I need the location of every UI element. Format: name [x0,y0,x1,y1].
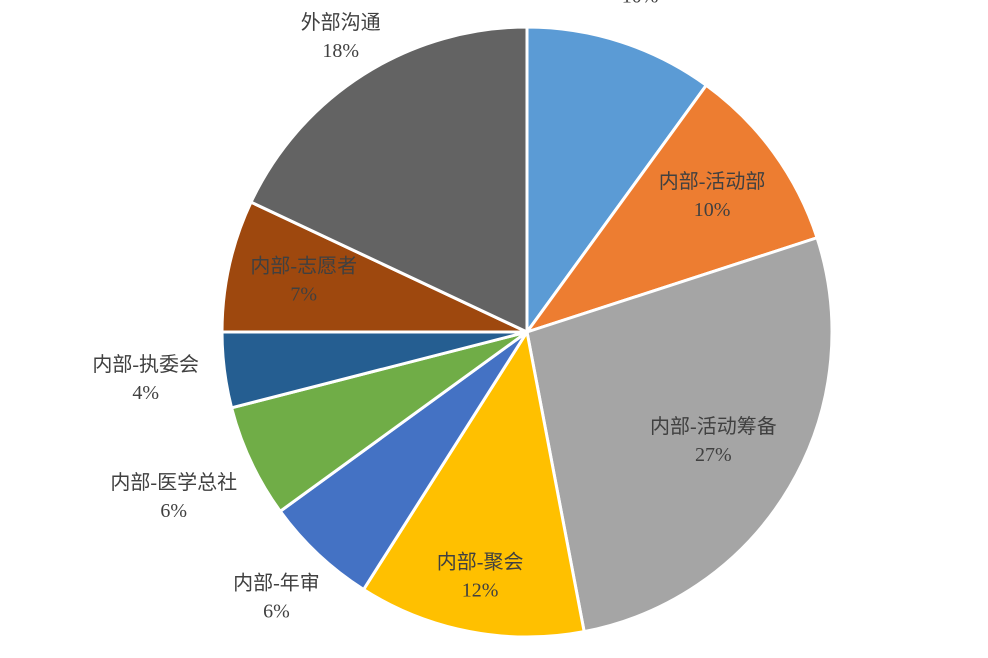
pie-slice [525,235,834,634]
value-label: 6% [160,500,187,522]
pie-slice [523,83,819,335]
value-label: 4% [132,382,159,404]
value-label: 6% [263,600,290,622]
category-label: 内部-聚会 [437,550,524,573]
category-label: 内部-活动部 [659,170,766,193]
category-label: 内部-年审 [233,571,320,594]
category-label: 内部-活动筹备 [650,415,777,438]
category-label: 内部-执委会 [92,353,199,376]
value-label: 12% [462,579,499,601]
value-label: 7% [290,284,317,306]
value-label: 18% [322,40,359,62]
category-label: 外部沟通 [301,11,381,34]
value-label: 10% [622,0,659,8]
value-label: 27% [695,444,732,466]
value-label: 10% [694,199,731,221]
pie-slice [220,200,528,334]
category-label: 内部-医学总社 [110,471,237,494]
pie-slice [361,327,586,639]
category-label: 内部-志愿者 [250,255,357,278]
pie-slice [249,25,529,335]
pie-slice [525,25,709,337]
